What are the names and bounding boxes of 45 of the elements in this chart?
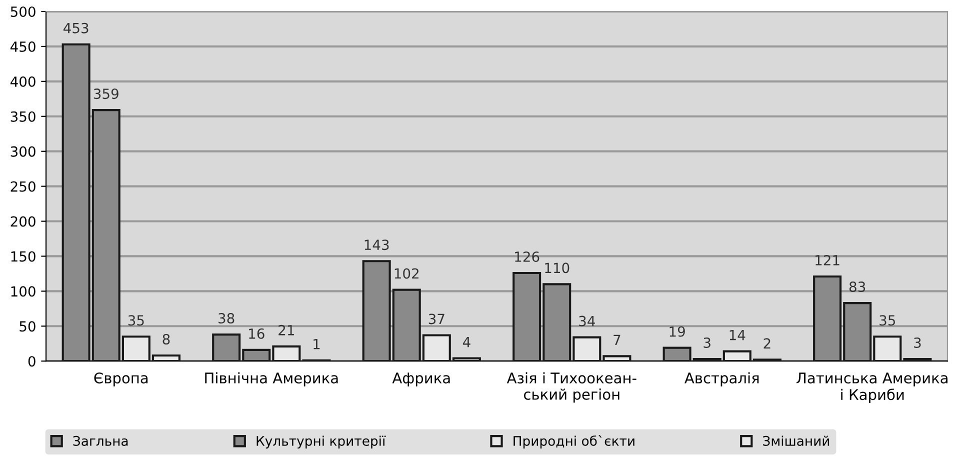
data-label: 14 xyxy=(730,330,746,340)
data-label: 7 xyxy=(614,334,620,345)
data-label: 4 xyxy=(462,336,470,348)
x-tick-label: Північна Америка xyxy=(205,372,338,386)
data-label: 35 xyxy=(128,315,144,326)
x-tick-label: Африка xyxy=(392,372,450,386)
data-label: 2 xyxy=(764,338,770,348)
x-tick-label: Австралія xyxy=(684,372,759,386)
y-tick-label: 250 xyxy=(10,181,36,192)
x-tick-label: Азія і Тихоокеан- ський регіон xyxy=(506,372,636,403)
y-tick-label: 450 xyxy=(10,41,36,52)
legend-label: Змішаний xyxy=(763,436,830,446)
legend-label: Культурні критерії xyxy=(256,436,386,448)
y-tick-label: 400 xyxy=(10,76,36,87)
y-tick-label: 150 xyxy=(11,251,36,262)
data-label: 143 xyxy=(364,240,389,250)
x-tick-label: Європа xyxy=(94,372,148,386)
data-label: 34 xyxy=(579,316,595,326)
legend-label: Загльна xyxy=(73,436,128,446)
data-label: 37 xyxy=(428,314,444,324)
y-tick-label: 300 xyxy=(10,146,36,157)
data-label: 21 xyxy=(278,324,294,336)
data-label: 8 xyxy=(162,334,170,344)
data-label: 102 xyxy=(394,268,418,279)
data-label: 16 xyxy=(249,328,264,339)
data-label: 3 xyxy=(704,337,710,348)
data-label: 359 xyxy=(94,88,118,100)
data-label: 110 xyxy=(545,262,570,274)
legend-label: Природні об`єкти xyxy=(514,435,634,448)
y-tick-label: 500 xyxy=(10,6,36,17)
data-label: 19 xyxy=(670,326,685,337)
data-label: 35 xyxy=(880,315,896,326)
data-label: 453 xyxy=(64,22,88,34)
data-label: 121 xyxy=(816,254,840,266)
data-label: 83 xyxy=(849,282,866,292)
y-tick-label: 50 xyxy=(20,321,36,332)
y-tick-label: 200 xyxy=(10,216,36,227)
x-tick-label: Латинська Америка і Кариби xyxy=(796,372,948,403)
data-label: 1 xyxy=(314,339,320,350)
data-label: 38 xyxy=(218,313,234,324)
y-tick-label: 0 xyxy=(28,356,36,367)
data-label: 126 xyxy=(515,251,540,262)
data-label: 3 xyxy=(914,337,921,348)
y-tick-label: 100 xyxy=(11,286,36,297)
y-tick-label: 350 xyxy=(10,111,36,122)
